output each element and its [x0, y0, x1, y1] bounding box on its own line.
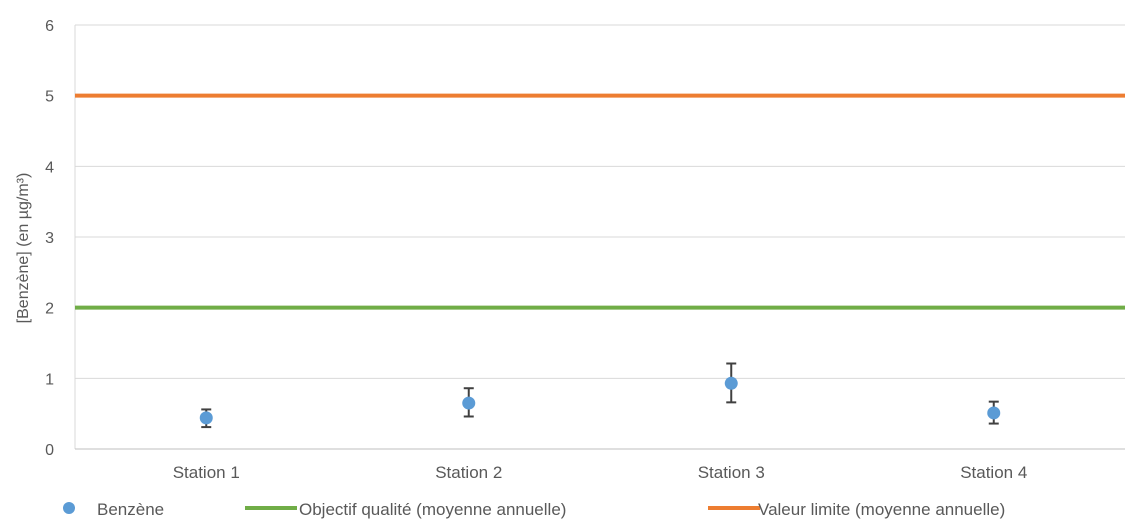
y-tick-label: 5 — [45, 89, 54, 106]
y-tick-label: 6 — [45, 18, 54, 35]
x-tick-label: Station 2 — [435, 463, 502, 482]
legend-label: Objectif qualité (moyenne annuelle) — [299, 500, 566, 519]
x-tick-label: Station 1 — [173, 463, 240, 482]
y-tick-label: 2 — [45, 301, 54, 318]
data-point-3 — [724, 376, 738, 390]
y-axis-ticks: 0 1 2 3 4 5 6 — [45, 18, 54, 459]
data-point-2 — [462, 396, 476, 410]
data-point-4 — [987, 406, 1001, 420]
data-point-1 — [199, 411, 213, 425]
legend-marker-benzene — [63, 502, 75, 514]
error-bars — [201, 362, 999, 429]
x-tick-label: Station 4 — [960, 463, 1027, 482]
data-points — [199, 376, 1001, 425]
y-tick-label: 1 — [45, 371, 54, 388]
y-axis-label: [Benzène] (en µg/m³) — [15, 173, 32, 324]
x-axis-ticks: Station 1 Station 2 Station 3 Station 4 — [173, 463, 1028, 482]
legend: Benzène Objectif qualité (moyenne annuell… — [63, 500, 1005, 519]
y-tick-label: 0 — [45, 442, 54, 459]
y-tick-label: 4 — [45, 159, 54, 176]
reference-lines — [75, 93, 1125, 310]
y-tick-label: 3 — [45, 230, 54, 247]
gridlines — [74, 24, 1125, 450]
x-tick-label: Station 3 — [698, 463, 765, 482]
legend-label: Valeur limite (moyenne annuelle) — [758, 500, 1005, 519]
legend-label: Benzène — [97, 500, 164, 519]
